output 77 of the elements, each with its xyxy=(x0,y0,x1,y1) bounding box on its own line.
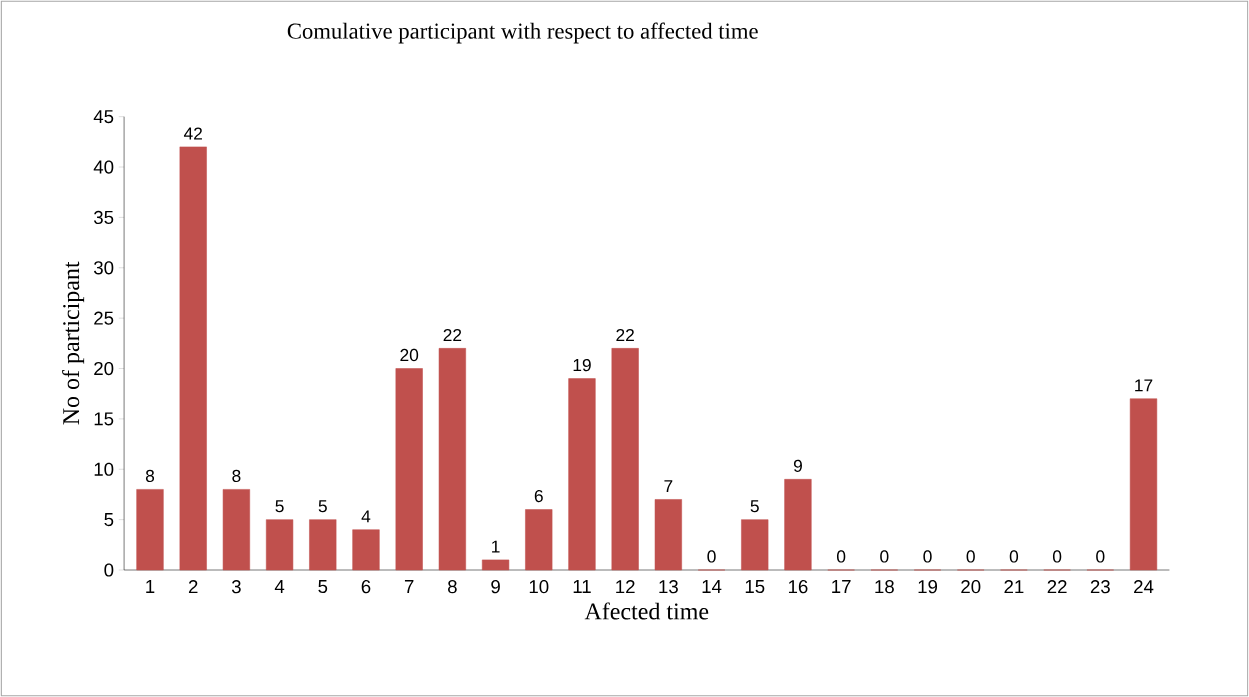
bar xyxy=(309,519,337,571)
bar xyxy=(611,348,639,571)
bar xyxy=(784,479,812,571)
data-label: 0 xyxy=(1052,550,1062,563)
y-tick-label: 15 xyxy=(94,412,114,426)
bar xyxy=(654,499,682,571)
data-label: 0 xyxy=(707,550,716,563)
bar xyxy=(179,146,207,571)
bar xyxy=(352,529,380,571)
bar xyxy=(741,519,769,571)
y-tick-label: 10 xyxy=(94,462,114,476)
data-label: 20 xyxy=(400,348,419,362)
data-label: 19 xyxy=(573,358,591,372)
data-label: 1 xyxy=(492,540,500,553)
data-label: 42 xyxy=(183,127,202,140)
x-tick-label: 4 xyxy=(274,580,285,593)
y-tick-label: 5 xyxy=(104,513,114,527)
x-tick-label: 23 xyxy=(1090,580,1110,594)
x-tick-label: 1 xyxy=(146,580,155,593)
x-tick-label: 14 xyxy=(702,580,722,593)
data-label: 5 xyxy=(750,500,759,513)
data-label: 17 xyxy=(1135,379,1153,392)
x-tick-label: 12 xyxy=(616,580,635,594)
bar xyxy=(481,559,510,571)
data-label: 5 xyxy=(275,500,284,513)
data-label: 0 xyxy=(923,550,932,563)
x-tick-label: 3 xyxy=(231,580,241,594)
x-tick-label: 7 xyxy=(404,580,414,593)
data-label: 9 xyxy=(793,459,802,472)
x-tick-label: 20 xyxy=(961,580,981,594)
x-tick-label: 8 xyxy=(448,580,457,594)
data-label: 6 xyxy=(534,489,543,503)
y-axis-title: No of participant xyxy=(62,261,85,425)
x-axis-title: Afected time xyxy=(584,602,709,620)
x-tick-label: 18 xyxy=(875,580,894,594)
x-tick-label: 11 xyxy=(573,580,591,593)
x-tick-label: 5 xyxy=(318,580,328,594)
y-tick-label: 30 xyxy=(93,261,114,275)
bar xyxy=(136,489,164,571)
x-tick-label: 10 xyxy=(529,580,549,594)
bar xyxy=(222,489,250,571)
x-tick-label: 15 xyxy=(745,580,765,594)
x-tick-label: 19 xyxy=(918,580,938,594)
x-tick-label: 17 xyxy=(832,580,851,593)
bar xyxy=(438,348,466,571)
data-label: 0 xyxy=(966,550,975,563)
y-tick-label: 0 xyxy=(104,563,114,577)
bar xyxy=(395,368,423,571)
chart-title: Comulative participant with respect to affected time xyxy=(287,22,758,44)
y-tick-label: 40 xyxy=(93,160,114,174)
bar xyxy=(265,519,294,571)
x-tick-label: 2 xyxy=(188,580,198,594)
data-label: 0 xyxy=(836,550,846,563)
y-tick-label: 20 xyxy=(94,361,114,376)
data-label: 7 xyxy=(664,480,673,493)
y-tick-label: 35 xyxy=(93,210,114,225)
x-tick-label: 16 xyxy=(788,580,808,594)
x-tick-label: 9 xyxy=(491,580,500,594)
x-tick-label: 13 xyxy=(659,580,678,594)
x-tick-label: 22 xyxy=(1047,580,1067,594)
y-tick-label: 45 xyxy=(93,110,114,124)
data-label: 8 xyxy=(145,469,155,483)
data-label: 0 xyxy=(1009,550,1019,563)
y-tick-label: 25 xyxy=(94,311,114,325)
bar xyxy=(525,509,553,571)
data-label: 0 xyxy=(880,550,889,563)
x-tick-label: 24 xyxy=(1134,580,1154,594)
data-label: 8 xyxy=(232,469,241,483)
bar xyxy=(568,378,596,571)
x-tick-label: 21 xyxy=(1004,580,1024,594)
data-label: 0 xyxy=(1096,550,1105,563)
data-label: 22 xyxy=(616,328,634,341)
data-label: 4 xyxy=(361,510,371,523)
data-label: 5 xyxy=(318,500,327,513)
x-tick-label: 6 xyxy=(361,580,371,594)
bar xyxy=(1129,398,1158,571)
data-label: 22 xyxy=(443,328,462,341)
